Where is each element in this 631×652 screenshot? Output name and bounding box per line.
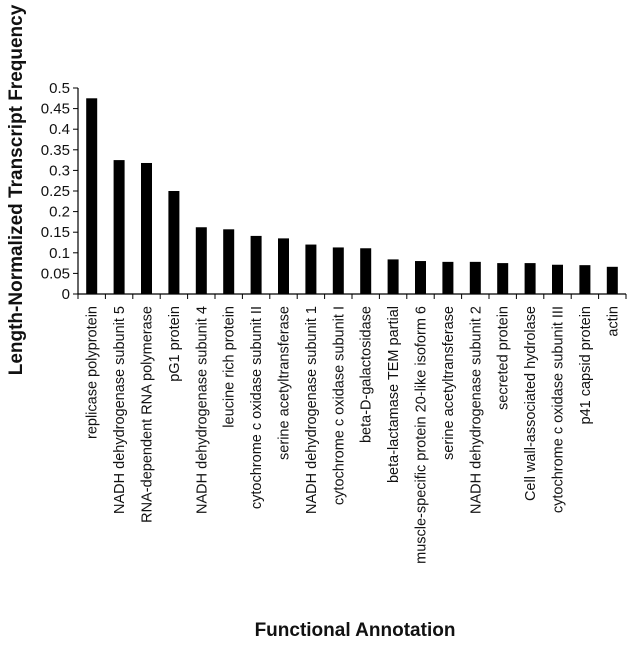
y-tick-label: 0.2 [49, 204, 70, 221]
y-tick-label: 0.15 [41, 224, 70, 241]
x-tick-label: secreted protein [496, 306, 512, 410]
y-axis-title: Length-Normalized Transcript Frequency [6, 4, 27, 375]
x-tick-label: NADH dehydrogenase subunit 1 [304, 306, 320, 514]
y-axis: 0 0.05 0.1 0.15 0.2 0.25 0.3 0.35 0.4 0.45 0.5 [41, 80, 79, 303]
x-axis: replicase polyprotein NADH dehydrogenase … [77, 293, 627, 564]
y-tick-label: 0.35 [41, 142, 70, 159]
x-tick-label: beta-lactamase TEM partial [386, 306, 402, 483]
y-tick-label: 0.25 [41, 183, 70, 200]
bar [469, 261, 481, 294]
bar [278, 238, 289, 294]
y-tick-label: 0 [62, 286, 70, 303]
x-tick-label: RNA-dependent RNA polymerase [140, 306, 156, 523]
bar [141, 162, 152, 294]
bar [524, 263, 536, 294]
x-tick-label: cytochrome c oxidase subunit I [331, 306, 347, 505]
y-tick-label: 0.05 [41, 265, 70, 282]
x-axis-title: Functional Annotation [255, 620, 456, 641]
bar [332, 247, 344, 294]
x-tick-label: Cell wall-associated hydrolase [523, 306, 539, 501]
bar [497, 263, 509, 294]
x-tick-label: serine acetyltransferase [441, 306, 457, 460]
bar [579, 265, 591, 294]
x-tick-label: NADH dehydrogenase subunit 4 [194, 306, 210, 514]
x-tick-label: beta-D-galactosidase [359, 306, 375, 443]
bar [113, 160, 125, 294]
x-tick-label: NADH dehydrogenase subunit 2 [468, 306, 484, 514]
x-tick-label: NADH dehydrogenase subunit 5 [112, 306, 128, 514]
bar [305, 244, 317, 294]
y-tick-label: 0.45 [41, 101, 70, 118]
x-tick-label: cytochrome c oxidase subunit II [249, 306, 265, 509]
bars-group [86, 98, 618, 294]
y-tick-label: 0.4 [49, 121, 70, 138]
y-tick-label: 0.3 [49, 162, 70, 179]
x-tick-label: p41 capsid protein [578, 306, 594, 425]
bar [360, 248, 372, 294]
x-tick-label: replicase polyprotein [85, 306, 101, 439]
x-tick-label: serine acetyltransferase [277, 306, 293, 460]
x-tick-label: leucine rich protein [222, 306, 238, 428]
bar [442, 261, 454, 294]
x-tick-label: actin [605, 306, 621, 337]
x-tick-label: muscle-specific protein 20-like isoform … [414, 306, 430, 564]
bar [387, 259, 399, 294]
bar [86, 98, 98, 294]
y-tick-label: 0.1 [49, 245, 70, 262]
x-tick-label: pG1 protein [167, 306, 183, 382]
bar [168, 191, 180, 294]
bar [606, 266, 618, 294]
bar [415, 261, 426, 294]
bar [250, 235, 262, 294]
x-tick-label: cytochrome c oxidase subunit III [551, 306, 567, 513]
y-tick-label: 0.5 [49, 80, 70, 97]
bar [195, 227, 207, 294]
bar [552, 264, 563, 294]
bar [223, 229, 235, 294]
